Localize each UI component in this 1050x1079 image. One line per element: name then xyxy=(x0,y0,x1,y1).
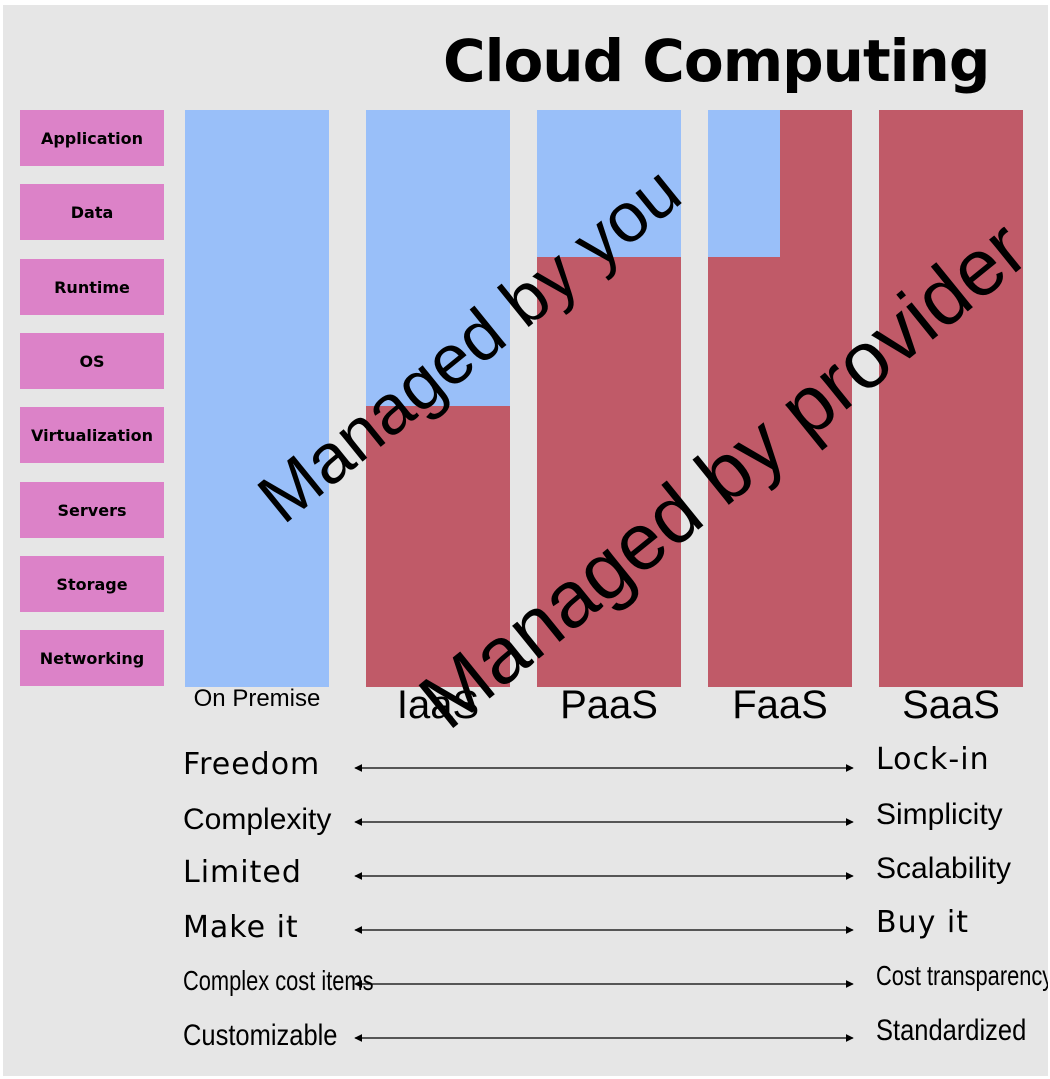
comparison-arrows xyxy=(354,764,854,1042)
comparison-right-standardized: Standardized xyxy=(876,1014,1027,1047)
comparison-left-make-it: Make it xyxy=(183,910,299,945)
layer-application: Application xyxy=(20,110,164,166)
comparison-left-complexity: Complexity xyxy=(183,803,332,836)
model-label-iaas: IaaS xyxy=(396,683,480,727)
model-label-faas: FaaS xyxy=(732,683,828,727)
iaas-you-block xyxy=(366,110,510,406)
comparison-left-limited: Limited xyxy=(183,855,302,890)
comparison-left-complex-cost-items: Complex cost items xyxy=(183,965,374,996)
model-label-saas: SaaS xyxy=(902,683,1000,727)
model-label-paas: PaaS xyxy=(560,683,658,727)
faas-you-block xyxy=(708,110,780,257)
comparison-left-customizable: Customizable xyxy=(183,1019,338,1052)
layer-data: Data xyxy=(20,184,164,240)
layer-os: OS xyxy=(20,333,164,389)
layer-storage: Storage xyxy=(20,556,164,612)
layer-networking: Networking xyxy=(20,630,164,686)
layer-virtualization: Virtualization xyxy=(20,407,164,463)
on-premise-you-block xyxy=(185,110,329,687)
faas-provider-runtime-block xyxy=(780,110,852,257)
comparison-left-freedom: Freedom xyxy=(183,747,321,782)
saas-provider-block xyxy=(879,110,1023,687)
iaas-provider-block xyxy=(366,406,510,687)
paas-you-block xyxy=(537,110,681,257)
layer-servers: Servers xyxy=(20,482,164,538)
layer-runtime: Runtime xyxy=(20,259,164,315)
comparison-right-buy-it: Buy it xyxy=(876,905,969,940)
diagram-canvas: Cloud Computing Application Data Runtime… xyxy=(3,5,1048,1076)
diagram-title: Cloud Computing xyxy=(443,27,990,95)
model-label-on-premise: On Premise xyxy=(193,685,321,712)
comparison-right-lockin: Lock-in xyxy=(876,742,990,777)
faas-provider-block xyxy=(708,257,852,687)
comparison-right-scalability: Scalability xyxy=(876,852,1012,885)
comparison-right-simplicity: Simplicity xyxy=(876,798,1003,831)
comparison-right-cost-transparency: Cost transparency xyxy=(876,960,1048,991)
paas-provider-block xyxy=(537,257,681,687)
